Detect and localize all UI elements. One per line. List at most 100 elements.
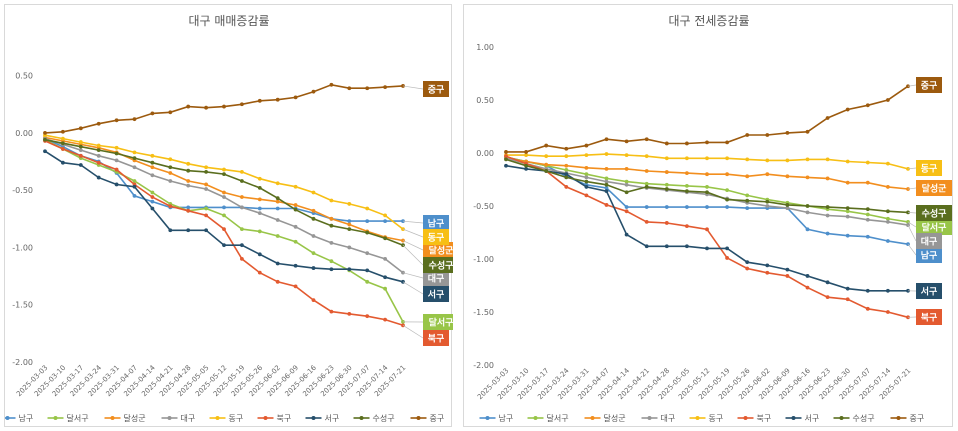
series-end-tag (916, 219, 952, 235)
label-leader-line (402, 325, 424, 339)
data-point (644, 220, 649, 224)
sale-price-chart-panel: 대구 매매증감률 0.50 0.00 -0.50 -1.00 -1.50 -2.00 2025… (4, 4, 453, 427)
data-point (845, 286, 850, 291)
legend-label: 서구 (805, 414, 820, 423)
data-point (886, 161, 890, 166)
data-point (604, 203, 609, 207)
data-point (664, 141, 669, 146)
legend-swatch-marker (215, 416, 220, 420)
data-point (765, 158, 770, 163)
data-point (785, 158, 790, 163)
data-point (725, 197, 729, 202)
y-tick-label: -2.00 (473, 361, 494, 370)
data-point (347, 311, 352, 316)
data-point (745, 260, 750, 265)
series-end-tag (916, 283, 942, 299)
y-tick-label: 0.00 (15, 129, 33, 138)
data-point (114, 145, 119, 150)
data-point (705, 190, 709, 195)
data-point (275, 206, 280, 211)
data-point (604, 179, 609, 184)
legend-label: 수성구 (853, 414, 875, 423)
legend-swatch-marker (110, 416, 115, 420)
legend-label: 수성구 (373, 414, 395, 423)
data-point (524, 163, 528, 168)
data-point (43, 137, 47, 142)
data-point (504, 163, 508, 168)
data-point (96, 160, 101, 165)
legend-swatch-marker (743, 416, 748, 420)
legend-label: 동구 (709, 414, 724, 423)
data-point (705, 140, 709, 145)
data-point (845, 233, 850, 238)
data-point (347, 219, 352, 224)
data-point (524, 150, 528, 154)
data-point (785, 206, 790, 211)
data-point (845, 297, 850, 302)
data-point (365, 251, 370, 256)
data-point (825, 157, 830, 162)
data-point (604, 137, 609, 142)
data-point (347, 222, 352, 227)
y-tick-label: -2.00 (12, 358, 33, 367)
series-end-label: 북구 (428, 334, 445, 345)
data-point (168, 171, 173, 175)
data-point (705, 172, 709, 177)
data-point (293, 284, 298, 289)
data-point (785, 274, 790, 278)
data-point (604, 167, 609, 171)
legend-swatch-marker (311, 416, 316, 420)
data-point (624, 167, 629, 171)
data-point (311, 208, 316, 213)
label-leader-line (907, 243, 917, 256)
label-leader-line (907, 84, 917, 87)
data-point (584, 153, 589, 158)
data-point (347, 245, 352, 250)
data-point (865, 207, 870, 212)
legend-label: 중구 (430, 414, 445, 423)
data-point (240, 227, 244, 232)
data-point (624, 153, 629, 158)
data-point (745, 157, 750, 162)
legend-swatch-marker (896, 416, 901, 420)
data-point (745, 133, 750, 137)
series-end-label: 대구 (921, 236, 938, 248)
data-point (383, 275, 387, 280)
data-point (96, 175, 101, 180)
data-point (725, 205, 729, 209)
data-point (150, 206, 155, 211)
data-point (886, 216, 890, 221)
data-point (886, 209, 890, 214)
data-point (845, 209, 850, 214)
data-point (240, 179, 244, 183)
data-point (584, 175, 589, 180)
data-point (365, 230, 370, 235)
data-point (845, 206, 850, 211)
data-point (222, 227, 226, 232)
data-point (293, 203, 298, 207)
data-point (78, 144, 83, 149)
data-point (257, 270, 262, 275)
data-point (886, 239, 890, 243)
data-point (347, 202, 352, 206)
data-point (685, 141, 689, 146)
data-point (664, 170, 669, 174)
data-point (222, 205, 226, 210)
data-point (383, 236, 387, 241)
data-point (765, 270, 770, 275)
data-point (150, 153, 155, 158)
data-point (584, 165, 589, 170)
data-point (240, 195, 244, 199)
data-point (275, 234, 280, 238)
y-tick-label: -1.50 (12, 301, 33, 310)
data-point (785, 267, 790, 272)
data-point (564, 175, 569, 180)
series-end-label: 달서구 (429, 317, 453, 329)
data-point (845, 214, 850, 219)
data-point (150, 173, 155, 178)
data-point (765, 263, 770, 268)
y-tick-label: -0.50 (12, 186, 33, 195)
legend-label: 서구 (325, 414, 340, 423)
data-point (43, 149, 47, 154)
data-point (865, 212, 870, 217)
